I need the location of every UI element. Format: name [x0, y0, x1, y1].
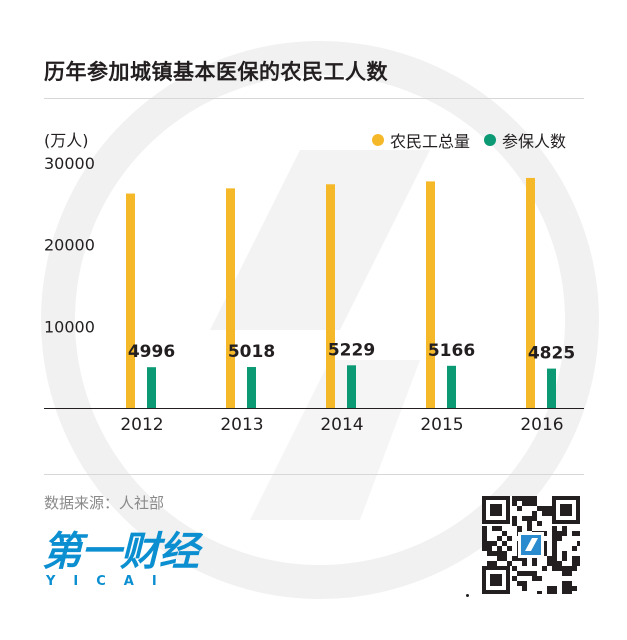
- bar-total-2013: [226, 188, 235, 408]
- bar-insured-2015: [447, 365, 456, 408]
- bar-insured-2012: [147, 367, 156, 408]
- footer-divider: [44, 474, 584, 475]
- y-tick-label: 10000: [44, 317, 95, 336]
- chart-legend: 农民工总量 参保人数: [372, 128, 580, 152]
- y-tick-label: 30000: [44, 154, 95, 173]
- bar-total-2012: [126, 193, 135, 408]
- logo-chinese: 第一财经: [42, 529, 199, 575]
- legend-label-insured: 参保人数: [502, 132, 567, 151]
- chart-title: 历年参加城镇基本医保的农民工人数: [44, 60, 388, 84]
- bar-total-2014: [326, 184, 335, 408]
- bar-insured-2014: [347, 365, 356, 408]
- y-axis-unit: (万人): [44, 131, 89, 150]
- legend-item-total: 农民工总量: [372, 128, 470, 152]
- bar-insured-2016: [547, 368, 556, 408]
- legend-swatch-insured: [484, 134, 497, 146]
- x-tick-label-2014: 2014: [320, 415, 363, 435]
- qr-code-icon: [482, 496, 580, 594]
- data-label-insured-2015: 5166: [428, 341, 475, 361]
- title-divider: [44, 98, 584, 99]
- legend-item-insured: 参保人数: [484, 128, 566, 152]
- data-label-insured-2016: 4825: [528, 344, 575, 364]
- data-label-insured-2013: 5018: [228, 342, 275, 362]
- data-source: 数据来源：人社部: [44, 494, 165, 512]
- x-tick-label-2015: 2015: [420, 415, 463, 435]
- y-tick-label: 20000: [44, 236, 95, 255]
- x-tick-label-2013: 2013: [220, 415, 263, 435]
- footer-dot: [466, 594, 469, 597]
- x-tick-label-2012: 2012: [120, 415, 163, 435]
- bar-insured-2013: [247, 367, 256, 408]
- bar-total-2016: [526, 177, 535, 408]
- data-label-insured-2012: 4996: [128, 342, 175, 362]
- yicai-logo: 第一财经 YICAI: [42, 529, 199, 589]
- bar-total-2015: [426, 181, 435, 408]
- legend-swatch-total: [372, 134, 384, 146]
- data-label-insured-2014: 5229: [328, 340, 375, 360]
- logo-english: YICAI: [46, 574, 175, 589]
- x-tick-label-2016: 2016: [520, 415, 563, 435]
- legend-label-total: 农民工总量: [390, 132, 471, 151]
- top-band: [0, 0, 627, 14]
